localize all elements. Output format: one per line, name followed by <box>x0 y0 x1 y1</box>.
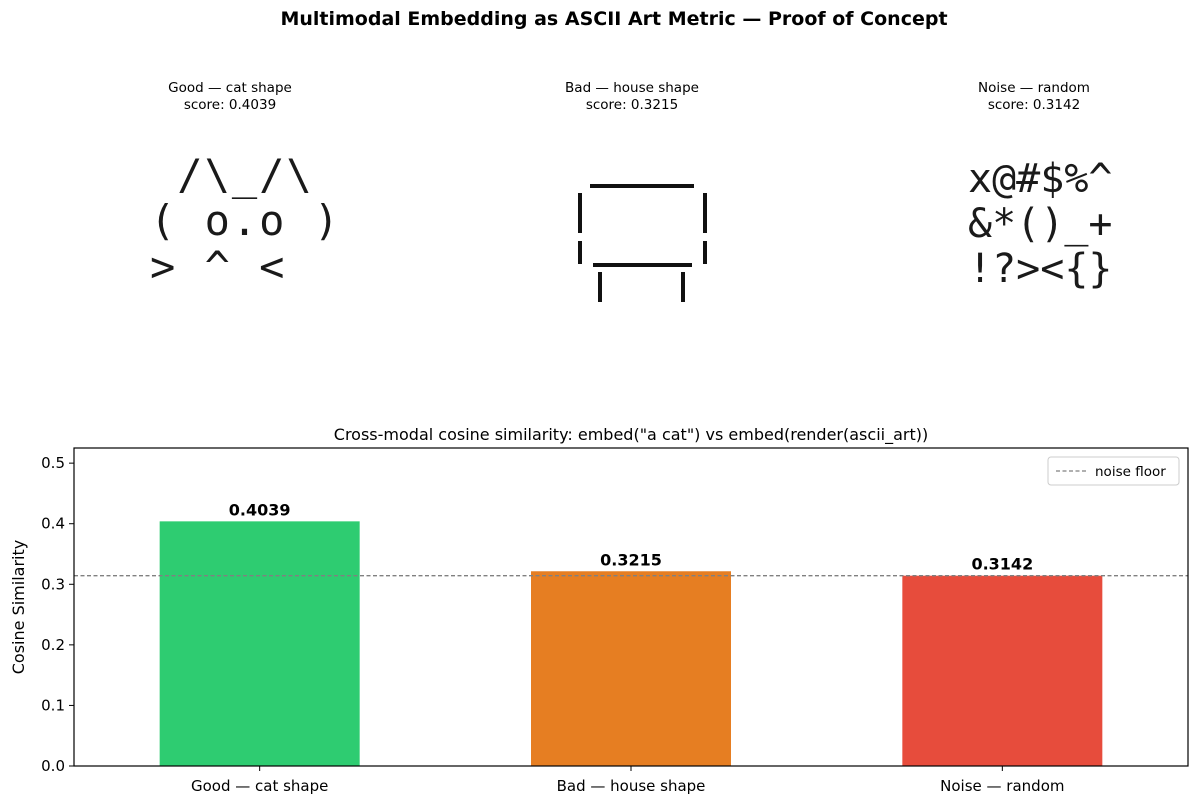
panel-cat-score: score: 0.4039 <box>183 97 277 113</box>
panel-noise-score: score: 0.3142 <box>987 97 1081 113</box>
legend-box <box>1047 456 1180 486</box>
x-axis: Good — cat shape Bad — house shape Noise —… <box>191 766 1064 795</box>
y-axis: 0.0 0.1 0.2 0.3 0.4 0.5 <box>41 454 74 775</box>
x-tick-label-3: Noise — random <box>940 777 1064 795</box>
y-tick-label-2: 0.1 <box>41 696 65 714</box>
bar-1 <box>159 521 360 766</box>
bar-series: 0.4039 0.3215 0.3142 <box>159 500 1103 766</box>
bar-value-label-3: 0.3142 <box>971 555 1033 574</box>
y-axis-label: Cosine Similarity <box>9 540 28 674</box>
ascii-art-house <box>578 184 707 302</box>
panel-cat-header: Good — cat shape score: 0.4039 <box>110 80 350 114</box>
y-tick-label-1: 0.0 <box>41 757 65 775</box>
ascii-art-noise: x@#$%^ &*()_+ !?><{} <box>968 156 1113 292</box>
panel-house-title: Bad — house shape <box>565 80 699 96</box>
y-tick-label-5: 0.4 <box>41 515 65 533</box>
panel-house-score: score: 0.3215 <box>585 97 679 113</box>
panel-noise-title: Noise — random <box>978 80 1090 96</box>
bar-2 <box>531 571 731 766</box>
y-tick-label-4: 0.3 <box>41 575 65 593</box>
x-tick-label-1: Good — cat shape <box>191 777 328 795</box>
x-tick-label-2: Bad — house shape <box>557 777 706 795</box>
y-tick-label-3: 0.2 <box>41 636 65 654</box>
panel-cat-title: Good — cat shape <box>168 80 292 96</box>
panel-noise-header: Noise — random score: 0.3142 <box>914 80 1154 114</box>
y-tick-label-6: 0.5 <box>41 454 65 472</box>
bar-3 <box>902 575 1103 766</box>
panel-house-header: Bad — house shape score: 0.3215 <box>512 80 752 114</box>
bar-value-label-1: 0.4039 <box>229 500 291 519</box>
legend-entry-noise-floor: noise floor <box>1095 464 1166 480</box>
ascii-art-cat: /\_/\ ( o.o ) > ^ < <box>150 150 342 291</box>
legend: noise floor <box>1047 456 1180 486</box>
figure-title: Multimodal Embedding as ASCII Art Metric… <box>280 8 948 30</box>
bar-value-label-2: 0.3215 <box>600 550 662 569</box>
plot-frame <box>73 447 1189 767</box>
chart-title: Cross-modal cosine similarity: embed("a … <box>334 425 928 445</box>
